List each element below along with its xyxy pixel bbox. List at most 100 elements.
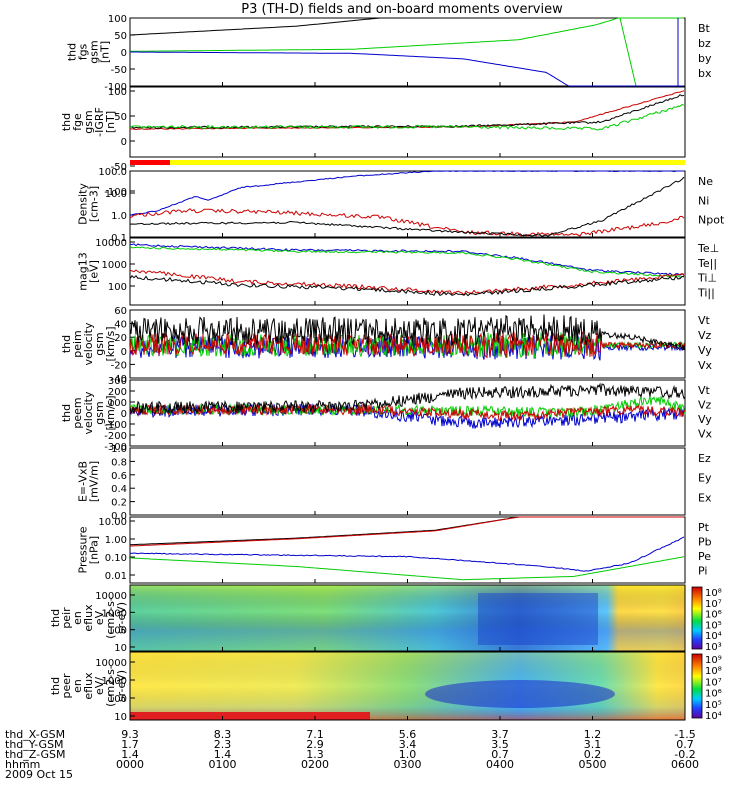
peer-blue-patch [425,680,615,708]
peer-colorbar-label: 10⁵ [705,700,722,711]
fgs-ylabel-line: [nT] [99,41,112,63]
fge-green-line [129,103,685,131]
peem-ytick: 300 [108,376,127,387]
pressure-pb-line [130,516,684,547]
ephemeris-value: 3.7 [491,728,509,741]
ephemeris-value: 0.2 [584,748,602,761]
peim-ytick: 60 [114,306,127,317]
peir-ytick: 1000 [102,608,127,619]
fge-ylabel-line: fge [71,113,84,131]
ephemeris-value: 0100 [209,758,237,771]
fge-ylabel-line: gsm [82,110,95,133]
pressure-legend-0: Pt [698,521,710,534]
temp-te-perp-line [129,269,685,296]
peem-ylabel-line: thd [60,404,73,422]
peir-ylabel-line: eV [93,610,106,625]
temp-legend-3: Ti|| [697,286,715,299]
ephemeris-value: 0200 [301,758,329,771]
peim-ylabel-line: [km/s] [104,326,117,361]
ephemeris-value: 0500 [579,758,607,771]
peem-vx-line [129,402,686,429]
fge-ytick: 100 [108,87,127,98]
peir-colorbar-label: 10⁵ [705,620,722,631]
panel-density: 100.0 10.0 1.0 0.1 Density[cm-3] Ne Ni Npot [77,167,725,244]
peer-ylabel-line: (cm2-s- [104,665,117,707]
peim-legend-0: Vt [698,314,711,327]
panel-efield: 1.0 0.8 0.6 0.4 0.2 0.0 E=-VxB[mV/m] Ez Ey Ex [77,444,712,522]
ephemeris-value: 1.0 [399,748,417,761]
efield-ylabel-line: [mV/m] [88,461,101,502]
efield-ytick: 1.0 [111,444,127,455]
peem-ylabel-line: gsm [93,401,106,424]
pressure-legend-3: Pi [698,565,707,578]
peer-ytick: 10 [114,712,127,723]
ephemeris-value: 1.4 [121,748,139,761]
peem-ytick: -200 [104,431,127,442]
ephemeris-value: -0.2 [674,748,695,761]
pressure-ylabel-line: [nPa] [88,536,101,564]
fge-ylabel-line: thd [60,113,73,131]
fge-mode-bar-red [130,160,170,165]
fge-ylabel-line: [nT] [104,111,117,133]
peim-vt-line [129,314,686,352]
ephemeris-value: -1.5 [674,728,695,741]
fge-mode-bar-yellow [170,160,685,165]
peir-ylabel-line: peir [60,607,73,629]
peim-ytick: 20 [114,333,127,344]
peer-colorbar [691,653,703,719]
ephemeris-date: 2009 Oct 15 [5,768,73,781]
peir-ylabel-line: thd [49,609,62,627]
temp-ti-par-line [129,245,685,278]
peim-legend-2: Vy [698,344,712,357]
ephemeris-value: 1.3 [306,748,324,761]
efield-legend-0: Ez [698,452,711,465]
density-ytick: 0.1 [111,233,127,244]
efield-ylabel-line: E=-VxB [77,461,90,502]
ephemeris-value: 0300 [394,758,422,771]
peer-red-band [130,712,370,720]
ephemeris-value: 0600 [671,758,699,771]
ephemeris-value: 0000 [116,758,144,771]
density-ylabel: Density[cm-3] [77,183,101,225]
density-ytick: 10.0 [105,189,127,200]
pressure-ytick: 0.10 [105,553,127,564]
fge-ylabel-line: -IGRF [93,107,106,137]
ephemeris-value: 1.7 [121,738,139,751]
peim-ylabel-line: peim [71,330,84,358]
pressure-ylabel-line: Pressure [77,526,90,573]
fgs-bx-line [130,51,684,87]
peim-ylabel-line: velocity [82,322,95,365]
density-ytick: 1.0 [111,211,127,222]
fgs-ylabel-line: gsm [88,40,101,63]
peem-ylabel-line: velocity [82,391,95,434]
density-ni-line [129,176,685,237]
ephemeris-value: 3.1 [584,738,602,751]
peir-ytick: 100 [108,626,127,637]
fgs-legend-0: Bt [698,22,711,35]
peir-ytick: 10 [114,643,127,654]
fge-ytick: 50 [114,112,127,123]
efield-legend-2: Ex [698,491,712,504]
density-ne-line [129,208,685,237]
ephemeris-row-label: thd_Y-GSM [5,738,64,751]
temp-legend-1: Te|| [697,257,717,270]
peer-ylabel-line: sr-eV) [115,670,128,702]
fgs-ytick: -100 [104,82,127,93]
fgs-ytick: 0 [121,48,127,59]
peem-ytick: 200 [108,387,127,398]
peir-blue-patch [478,593,598,645]
fge-black-line [129,94,685,130]
pressure-ylabel: Pressure[nPa] [77,526,101,573]
temp-ytick: 100 [108,282,127,293]
density-frame [129,170,686,238]
peir-ytick: 10000 [95,591,127,602]
temp-legend-2: Ti⊥ [697,272,717,285]
efield-ytick: 0.4 [111,484,127,495]
peim-ytick: 0 [121,347,127,358]
peem-ytick: 100 [108,398,127,409]
